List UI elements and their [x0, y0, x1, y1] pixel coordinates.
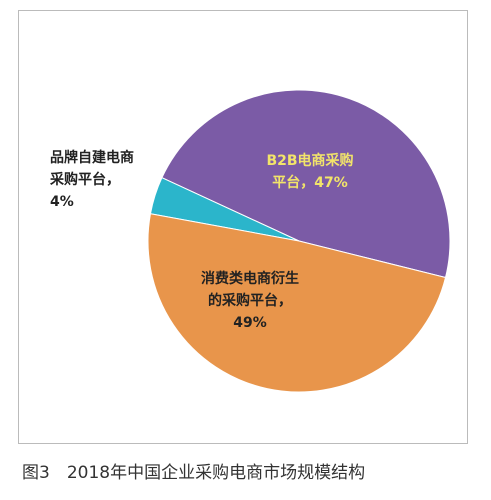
category-label: B2B电商采购平台，: [266, 153, 354, 191]
chart-frame: [18, 10, 468, 444]
caption: 图3 2018年中国企业采购电商市场规模结构: [22, 463, 366, 483]
pie-slice: [161, 89, 451, 279]
value-label: 47%: [314, 175, 348, 191]
pie-slice: [147, 213, 447, 393]
slice-label: B2B电商采购平台，47%: [262, 150, 358, 194]
category-label: 消费类电商衍生的采购平台，: [201, 271, 299, 309]
slice-label: 消费类电商衍生的采购平台， 49%: [198, 268, 302, 334]
value-label: 49%: [233, 315, 267, 331]
value-label: 4%: [50, 194, 74, 210]
category-label: 品牌自建电商采购平台，: [50, 150, 134, 188]
slice-label: 品牌自建电商采购平台， 4%: [50, 147, 142, 213]
